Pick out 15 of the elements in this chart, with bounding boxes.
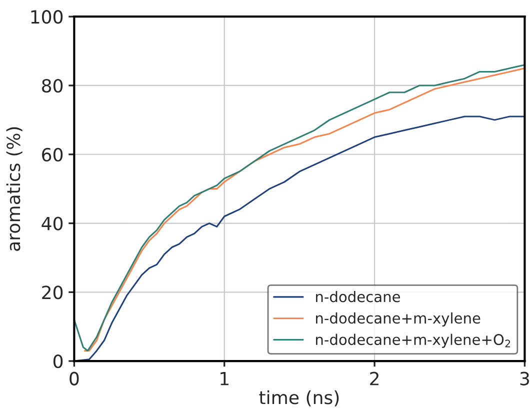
y-tick-label: 60 xyxy=(42,148,63,162)
y-tick-label: 0 xyxy=(53,354,63,368)
y-axis-title: aromatics (%) xyxy=(6,127,22,251)
y-tick-label: 100 xyxy=(31,10,63,24)
legend-label: n-dodecane xyxy=(316,290,400,302)
y-tick-label: 40 xyxy=(42,216,63,230)
y-tick-label: 80 xyxy=(42,78,63,93)
x-tick-label: 2 xyxy=(370,372,378,386)
x-tick-label: 0 xyxy=(70,372,79,386)
x-axis-title: time (ns) xyxy=(259,390,339,406)
y-tick-label: 20 xyxy=(42,286,63,300)
x-tick-label: 1 xyxy=(220,372,228,386)
legend-label: n-dodecane+m-xylene+O$_{2}$ xyxy=(316,334,510,348)
legend-label: n-dodecane+m-xylene xyxy=(316,312,480,326)
x-tick-label: 3 xyxy=(520,372,529,386)
